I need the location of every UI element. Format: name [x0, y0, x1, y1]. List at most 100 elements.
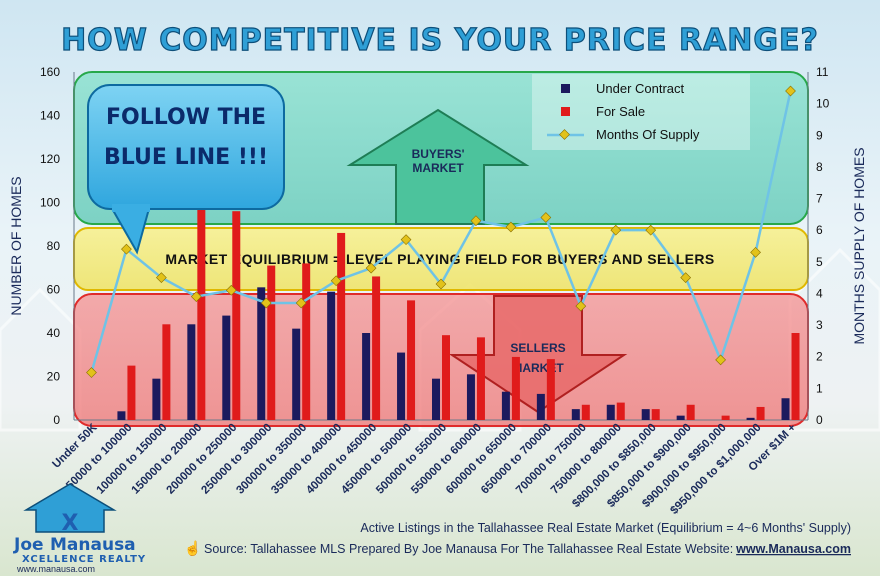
legend-label-under-contract: Under Contract — [596, 81, 685, 96]
months-of-supply-point — [400, 234, 412, 246]
bar-for-sale — [581, 404, 590, 420]
bar-under-contract — [117, 411, 126, 420]
hand-pointer-icon: ☝ — [184, 539, 201, 557]
logo: X Joe Manausa XCELLENCE REALTY www.manau… — [13, 483, 146, 574]
bar-for-sale — [721, 415, 730, 420]
bar-under-contract — [466, 374, 475, 420]
bar-for-sale — [476, 337, 485, 420]
right-y-tick-label: 7 — [816, 192, 823, 206]
bar-for-sale — [686, 404, 695, 420]
bar-under-contract — [571, 409, 580, 420]
left-y-tick-label: 140 — [40, 109, 60, 123]
equilibrium-label: MARKET EQUILIBRIUM = LEVEL PLAYING FIELD… — [165, 251, 714, 267]
right-y-tick-label: 0 — [816, 413, 823, 427]
legend-swatch-months-marker — [559, 129, 570, 140]
legend-swatch-for-sale — [561, 107, 570, 116]
bar-for-sale — [791, 333, 800, 420]
logo-tagline: XCELLENCE REALTY — [22, 554, 146, 565]
bar-for-sale — [511, 356, 520, 420]
bar-for-sale — [407, 300, 416, 420]
logo-name-first: Joe — [13, 535, 44, 555]
bar-for-sale — [197, 193, 206, 420]
months-of-supply-point — [330, 275, 342, 287]
months-of-supply-point — [435, 278, 447, 290]
bar-for-sale — [442, 335, 450, 420]
right-y-tick-label: 5 — [816, 255, 823, 269]
footer-subtitle: Active Listings in the Tallahassee Real … — [360, 521, 851, 535]
bar-for-sale — [337, 232, 346, 420]
buyers-market-label-1: BUYERS' — [412, 147, 465, 161]
bar-under-contract — [781, 398, 790, 420]
logo-name-last: Manausa — [50, 535, 136, 555]
left-y-tick-label: 100 — [40, 196, 60, 210]
bar-for-sale — [651, 409, 660, 420]
bar-under-contract — [257, 287, 266, 420]
months-of-supply-point — [645, 224, 657, 236]
buyers-market-label-2: MARKET — [412, 161, 464, 175]
logo-url: www.manausa.com — [16, 564, 95, 574]
left-y-tick-label: 60 — [47, 283, 61, 297]
right-y-tick-label: 3 — [816, 318, 823, 332]
bar-for-sale — [372, 276, 381, 420]
months-of-supply-point — [295, 297, 307, 309]
left-axis-label: NUMBER OF HOMES — [8, 176, 24, 315]
months-of-supply-point — [260, 297, 272, 309]
right-axis-label: MONTHS SUPPLY OF HOMES — [851, 147, 867, 344]
left-y-tick-label: 0 — [53, 413, 60, 427]
right-y-tick-label: 4 — [816, 286, 823, 300]
legend: Under Contract For Sale Months Of Supply — [532, 74, 750, 150]
right-y-tick-label: 6 — [816, 223, 823, 237]
months-of-supply-point — [156, 272, 167, 284]
months-of-supply-point — [715, 354, 726, 366]
bar-series — [117, 193, 800, 420]
left-y-tick-label: 40 — [47, 326, 61, 340]
sellers-market-zone — [73, 293, 809, 427]
bar-for-sale — [546, 359, 555, 420]
bar-under-contract — [606, 404, 615, 420]
right-y-tick-label: 9 — [816, 128, 823, 142]
months-of-supply-point — [470, 215, 482, 227]
months-of-supply-series — [86, 85, 796, 378]
bar-under-contract — [536, 393, 545, 420]
bar-for-sale — [616, 402, 625, 420]
right-y-tick-label: 8 — [816, 160, 823, 174]
follow-blue-line-callout: FOLLOW THE BLUE LINE !!! — [87, 84, 285, 255]
footer-source: Source: Tallahassee MLS Prepared By Joe … — [204, 542, 733, 556]
left-y-tick-label: 80 — [47, 239, 61, 253]
months-of-supply-point — [540, 212, 552, 223]
bar-for-sale — [302, 263, 311, 420]
bar-under-contract — [676, 415, 685, 420]
bar-under-contract — [641, 409, 650, 420]
right-y-tick-label: 11 — [816, 65, 829, 79]
right-y-tick-label: 10 — [816, 97, 830, 111]
months-of-supply-point — [86, 367, 97, 378]
bar-for-sale — [162, 324, 171, 420]
right-y-tick-label: 1 — [816, 381, 823, 395]
bar-under-contract — [362, 333, 371, 420]
bar-for-sale — [267, 265, 276, 420]
bar-for-sale — [756, 406, 765, 420]
legend-label-for-sale: For Sale — [596, 104, 645, 119]
months-of-supply-point — [785, 85, 796, 97]
months-of-supply-point — [225, 284, 237, 296]
chart-title: HOW COMPETITIVE IS YOUR PRICE RANGE? — [61, 23, 819, 58]
months-of-supply-point — [575, 300, 587, 312]
left-y-tick-label: 160 — [40, 65, 60, 79]
sellers-market-label-1: SELLERS — [510, 341, 565, 355]
left-y-tick-label: 20 — [47, 370, 61, 384]
months-of-supply-point — [190, 291, 202, 302]
months-of-supply-point — [610, 224, 622, 236]
bar-under-contract — [187, 324, 196, 420]
months-of-supply-point — [750, 246, 761, 258]
buyers-market-arrow: BUYERS' MARKET — [346, 108, 530, 225]
bar-under-contract — [222, 315, 231, 420]
bar-under-contract — [397, 352, 406, 420]
footer-source-link[interactable]: www.Manausa.com — [735, 542, 851, 556]
right-y-tick-label: 2 — [816, 350, 823, 364]
months-of-supply-point — [680, 272, 692, 284]
callout-line-1: FOLLOW THE — [106, 105, 266, 130]
bar-under-contract — [327, 291, 336, 420]
